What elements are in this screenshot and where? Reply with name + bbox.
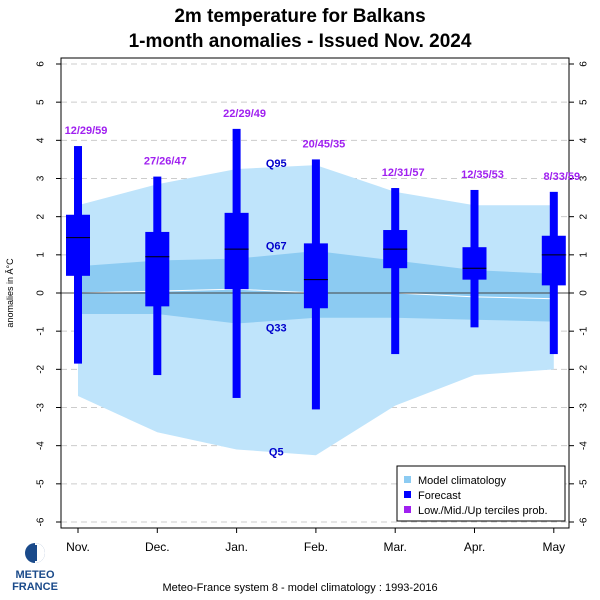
y-tick-label-left: 5	[36, 99, 47, 105]
y-tick-label-left: 3	[36, 175, 47, 181]
y-tick-label-left: 0	[36, 290, 47, 296]
y-tick-label-right: 6	[579, 61, 590, 67]
tercile-prob-label: 27/26/47	[144, 156, 187, 168]
x-tick-label: Nov.	[66, 540, 90, 554]
y-axis-label: anomalies in Â°C	[5, 258, 15, 328]
x-tick-label: Feb.	[304, 540, 328, 554]
quantile-label: Q67	[266, 240, 287, 252]
y-tick-label-right: -1	[579, 326, 590, 335]
y-tick-label-right: -3	[579, 403, 590, 412]
y-tick-label-right: 2	[579, 213, 590, 219]
chart-title-line2: 1-month anomalies - Issued Nov. 2024	[128, 31, 472, 52]
forecast-box	[66, 214, 90, 276]
y-tick-label-left: -1	[36, 326, 47, 335]
forecast-box	[462, 247, 487, 280]
tercile-prob-label: 12/31/57	[382, 167, 425, 179]
forecast-whisker	[391, 188, 400, 355]
y-tick-label-left: -6	[36, 517, 47, 526]
y-tick-label-right: -4	[579, 441, 590, 450]
tercile-prob-label: 20/45/35	[302, 138, 345, 150]
x-tick-label: Apr.	[464, 540, 485, 554]
legend-label: Low./Mid./Up terciles prob.	[418, 505, 548, 517]
y-tick-label-left: 6	[36, 61, 47, 67]
quantile-label: Q95	[266, 158, 287, 170]
chart-footer: Meteo-France system 8 - model climatolog…	[162, 582, 438, 594]
legend-swatch	[404, 476, 411, 483]
y-tick-label-right: 5	[579, 99, 590, 105]
y-tick-label-right: -6	[579, 517, 590, 526]
forecast-box	[224, 212, 249, 290]
logo-text-line2: FRANCE	[12, 581, 58, 593]
tercile-prob-label: 22/29/49	[223, 108, 266, 120]
y-tick-label-left: 2	[36, 213, 47, 219]
y-tick-label-right: 4	[579, 137, 590, 143]
y-tick-label-right: 1	[579, 252, 590, 258]
legend-swatch	[404, 506, 411, 513]
quantile-label: Q5	[269, 446, 284, 458]
tercile-prob-label: 12/29/59	[65, 125, 108, 137]
x-tick-label: Jan.	[225, 540, 248, 554]
logo-text-line1: METEO	[15, 569, 55, 581]
meteo-france-logo: METEO FRANCE	[8, 540, 62, 596]
y-tick-label-right: 0	[579, 290, 590, 296]
y-tick-label-right: -2	[579, 364, 590, 373]
y-tick-label-left: -4	[36, 441, 47, 450]
x-tick-label: Mar.	[384, 540, 407, 554]
quantile-label: Q33	[266, 322, 287, 334]
y-tick-label-left: -3	[36, 403, 47, 412]
chart-title-line1: 2m temperature for Balkans	[174, 6, 426, 27]
y-tick-label-left: 1	[36, 252, 47, 258]
y-tick-label-right: 3	[579, 175, 590, 181]
legend-label: Forecast	[418, 490, 461, 502]
x-tick-label: Dec.	[145, 540, 170, 554]
legend-label: Model climatology	[418, 475, 507, 487]
forecast-box	[541, 235, 566, 286]
y-tick-label-left: -5	[36, 479, 47, 488]
forecast-box	[303, 243, 328, 309]
logo-mark-icon	[25, 543, 45, 563]
tercile-prob-label: 12/35/53	[461, 169, 504, 181]
legend-swatch	[404, 491, 411, 498]
legend-box	[396, 465, 566, 522]
x-tick-label: May	[542, 540, 565, 554]
y-tick-label-left: -2	[36, 364, 47, 373]
y-tick-label-left: 4	[36, 137, 47, 143]
tercile-prob-label: 8/33/59	[543, 171, 580, 183]
forecast-box	[145, 231, 170, 307]
y-tick-label-right: -5	[579, 479, 590, 488]
